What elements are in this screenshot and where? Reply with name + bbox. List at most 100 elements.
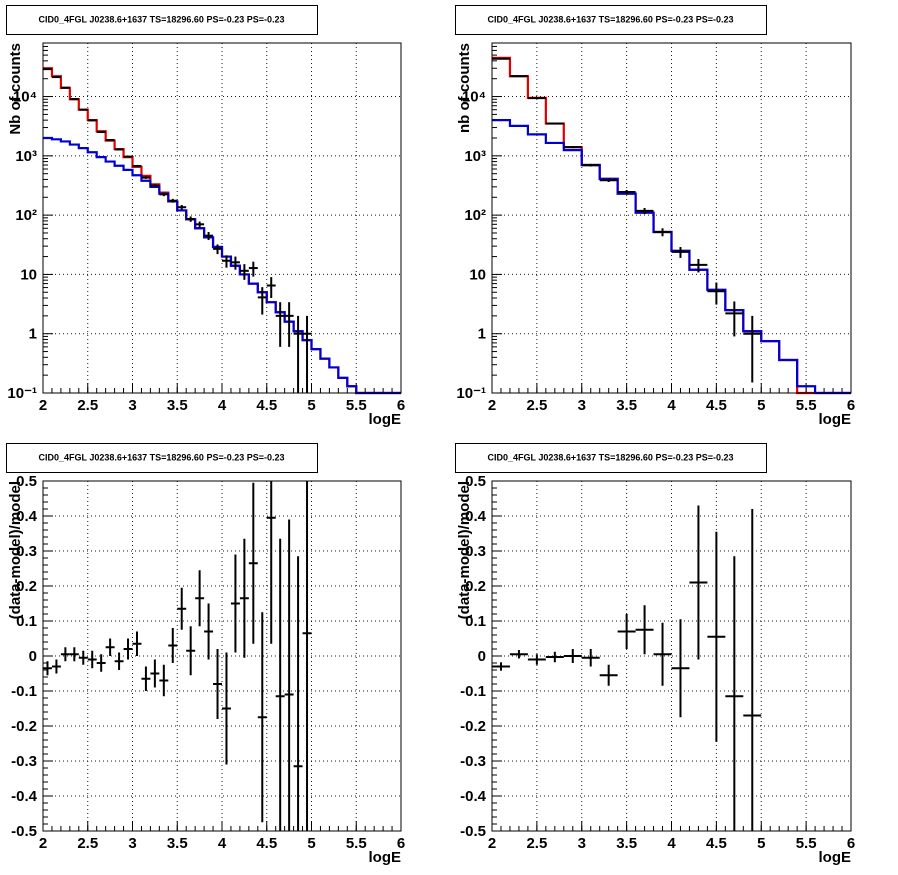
data-point (581, 163, 600, 167)
data-point (96, 131, 106, 134)
chart-title: CID0_4FGL J0238.6+1637 TS=18296.60 PS=-0… (487, 15, 733, 25)
y-tick-label: -0.4 (460, 788, 487, 805)
data-point (689, 258, 708, 273)
x-tick-label: 5.5 (796, 397, 817, 414)
x-tick-label: 3.5 (616, 835, 637, 852)
x-tick-label: 4.5 (256, 835, 277, 852)
y-axis-label: Nb of counts (7, 43, 24, 135)
residual-point (527, 654, 546, 665)
y-tick-label: -0.1 (460, 683, 486, 700)
residual-point (222, 652, 231, 765)
title-box (6, 5, 318, 35)
data-point (725, 301, 744, 337)
y-tick-label: -0.3 (460, 753, 486, 770)
residual-point (284, 519, 294, 831)
data-point (635, 207, 654, 215)
residual-point (186, 626, 196, 676)
y-tick-label: 0.5 (16, 473, 37, 490)
y-tick-label: 10⁴ (462, 89, 486, 106)
x-tick-label: 6 (397, 397, 405, 414)
residual-point (635, 605, 654, 655)
y-tick-label: 0 (29, 648, 37, 665)
y-tick-label: 10³ (464, 148, 486, 165)
x-tick-label: 2 (39, 397, 47, 414)
plot-frame (491, 42, 852, 394)
residual-point (599, 664, 618, 686)
residual-point (204, 603, 214, 660)
y-tick-label: 0.4 (16, 508, 38, 525)
y-tick-label: 0.4 (465, 508, 487, 525)
y-axis-label: nb of counts (456, 43, 473, 133)
data-point (275, 302, 285, 347)
data-point (743, 315, 762, 383)
x-tick-label: 3.5 (616, 397, 637, 414)
data-point (132, 164, 142, 167)
data-point (671, 247, 690, 258)
residual-point (159, 664, 169, 697)
data-point (222, 255, 231, 268)
y-tick-label: 0.3 (465, 543, 486, 560)
data-point (230, 256, 240, 270)
data-point (159, 192, 169, 197)
residual-point (492, 662, 510, 671)
residual-point (87, 650, 97, 669)
data-point (105, 138, 115, 141)
residual-point (293, 556, 303, 831)
x-tick-label: 5 (757, 397, 765, 414)
residual-point (248, 482, 258, 644)
y-tick-label: 0.2 (465, 578, 486, 595)
plot-frame (42, 42, 402, 394)
counts-spectrum-fine-panel: CID0_4FGL J0238.6+1637 TS=18296.60 PS=-0… (6, 5, 405, 428)
residual-point (177, 587, 187, 630)
data-point (599, 178, 618, 183)
x-tick-label: 4 (667, 835, 676, 852)
y-tick-label: 10 (469, 266, 486, 283)
x-tick-label: 4 (218, 835, 227, 852)
data-point (284, 302, 294, 347)
y-axis-label: (data-model)/model (456, 481, 473, 619)
data-point (563, 146, 582, 149)
data-point (293, 315, 303, 393)
x-tick-label: 5.5 (346, 397, 367, 414)
residual-point (230, 554, 240, 653)
y-tick-label: 0.1 (16, 613, 37, 630)
y-tick-label: 0.5 (465, 473, 486, 490)
data-point (150, 184, 160, 188)
model-source-histogram (492, 119, 851, 395)
data-point (239, 264, 249, 280)
data-point (78, 108, 88, 111)
x-tick-label: 5.5 (796, 835, 817, 852)
title-box (455, 5, 767, 35)
data-point (195, 221, 205, 228)
residual-point (743, 509, 762, 831)
data-point (69, 98, 79, 101)
residual-point (707, 531, 726, 742)
residual-point (671, 619, 690, 718)
y-tick-label: -0.2 (460, 718, 486, 735)
y-tick-label: -0.3 (11, 753, 37, 770)
y-tick-label: 0.3 (16, 543, 37, 560)
y-tick-label: 1 (478, 326, 486, 343)
data-point (141, 176, 151, 179)
data-point (177, 205, 187, 210)
residuals-coarse-panel: CID0_4FGL J0238.6+1637 TS=18296.60 PS=-0… (455, 443, 855, 866)
data-point (248, 261, 258, 277)
residual-point (275, 538, 285, 831)
x-tick-label: 6 (847, 397, 855, 414)
residual-point (105, 638, 115, 656)
y-tick-label: 10⁻¹ (456, 385, 486, 402)
residual-point (132, 631, 142, 656)
x-axis-label: logE (369, 849, 402, 866)
x-tick-label: 2.5 (77, 835, 98, 852)
x-axis-label: logE (819, 411, 852, 428)
x-tick-label: 3 (128, 397, 136, 414)
residual-point (96, 654, 106, 672)
residual-point (257, 612, 267, 823)
x-tick-label: 6 (847, 835, 855, 852)
residual-point (114, 652, 124, 670)
x-tick-label: 2 (39, 835, 47, 852)
chart-title: CID0_4FGL J0238.6+1637 TS=18296.60 PS=-0… (38, 15, 284, 25)
y-tick-label: -0.5 (11, 823, 37, 840)
residual-point (168, 628, 178, 663)
x-tick-label: 3 (578, 835, 586, 852)
